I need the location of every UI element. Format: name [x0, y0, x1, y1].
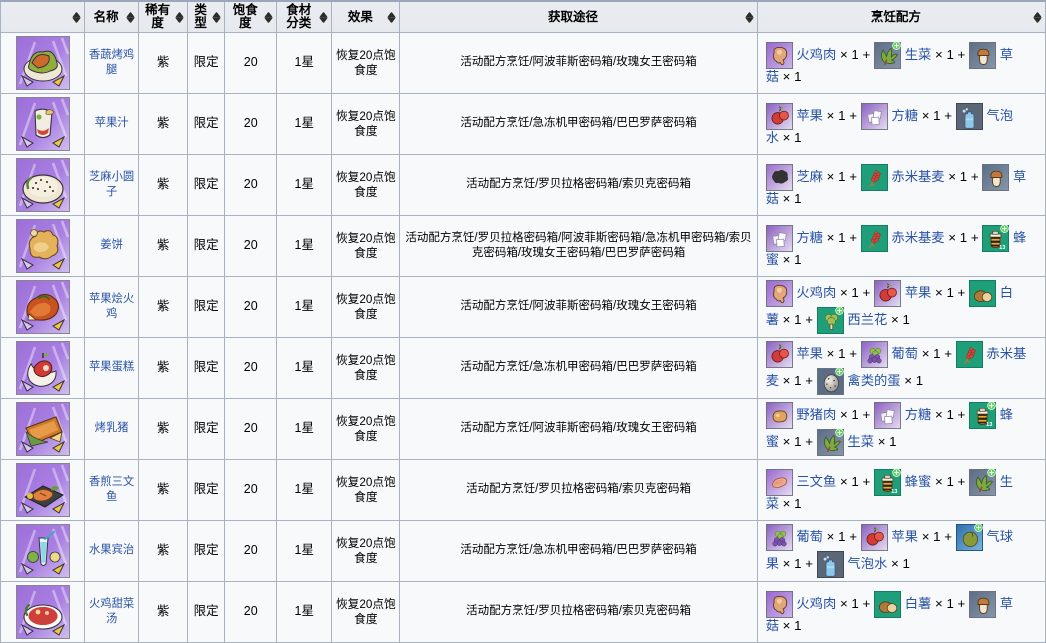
svg-text:13: 13	[986, 422, 992, 428]
svg-text:13: 13	[999, 245, 1005, 251]
svg-text:13: 13	[891, 489, 897, 495]
